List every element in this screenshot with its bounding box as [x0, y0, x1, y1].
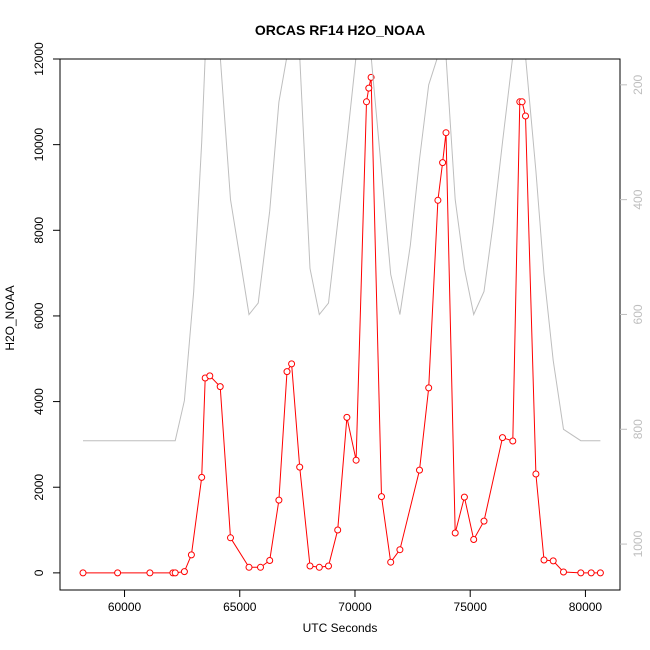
plot-area [79, 59, 604, 577]
data-point [522, 112, 529, 120]
data-point [257, 563, 264, 571]
data-point [343, 413, 351, 421]
plot-frame [59, 58, 621, 591]
y2-tick-label: 600 [631, 304, 645, 324]
data-point [480, 517, 488, 525]
y-axis-left: 0 2000 4000 6000 8000 10000 12000 [32, 42, 60, 576]
axes-layer: 60000 65000 70000 75000 80000 0 2000 4000 6000 80… [32, 42, 645, 614]
y2-tick-label: 1000 [631, 530, 645, 557]
data-point [434, 196, 442, 204]
data-point [587, 569, 595, 577]
data-point [451, 529, 459, 537]
data-point [180, 568, 188, 576]
x-tick-label: 80000 [569, 600, 603, 614]
y-tick-label: 4000 [32, 388, 46, 415]
x-tick-label: 70000 [338, 600, 372, 614]
x-tick-label: 65000 [223, 600, 257, 614]
data-point [79, 569, 87, 577]
data-point [439, 159, 447, 167]
y-tick-label: 0 [32, 569, 46, 576]
data-point [460, 493, 468, 501]
data-point [387, 558, 395, 566]
data-point [540, 556, 548, 564]
series-layer [79, 59, 604, 577]
data-point [365, 84, 373, 92]
data-point [266, 557, 274, 564]
x-axis: 60000 65000 70000 75000 80000 [108, 590, 603, 614]
y2-tick-label: 800 [631, 419, 645, 439]
y-axis-label: H2O_NOAA [3, 285, 17, 350]
data-point [216, 383, 224, 391]
y-tick-label: 8000 [32, 217, 46, 244]
data-point [283, 368, 291, 376]
y-tick-label: 2000 [32, 474, 46, 501]
data-point [114, 569, 122, 577]
data-point [146, 569, 154, 577]
data-point [325, 562, 332, 570]
data-point [532, 470, 540, 478]
data-point [198, 473, 206, 481]
y2-tick-label: 400 [631, 189, 645, 209]
y-tick-label: 12000 [32, 42, 46, 76]
y2-tick-label: 200 [631, 75, 645, 95]
data-point [509, 437, 517, 445]
data-point [396, 546, 404, 554]
data-point [275, 496, 283, 504]
secondary-series-line [83, 59, 601, 442]
y-axis-right: 200 400 600 800 1000 [620, 75, 645, 557]
x-tick-label: 60000 [108, 600, 142, 614]
data-point [334, 526, 342, 534]
data-point [442, 129, 450, 137]
data-point [470, 536, 478, 543]
data-point [296, 463, 304, 471]
data-point [560, 568, 567, 576]
y-tick-label: 10000 [32, 128, 46, 162]
data-point [187, 551, 195, 559]
y-tick-label: 6000 [32, 302, 46, 329]
data-point [227, 534, 234, 542]
data-point [206, 372, 214, 380]
data-point [499, 434, 506, 442]
data-point [352, 456, 360, 464]
data-point [577, 569, 585, 577]
data-point [171, 569, 179, 577]
data-point [549, 557, 557, 565]
data-point [518, 98, 526, 106]
data-point [363, 98, 370, 106]
data-point [378, 493, 385, 501]
x-axis-label: UTC Seconds [303, 621, 378, 635]
data-point [306, 562, 314, 570]
primary-series-line [83, 77, 601, 574]
data-point [596, 569, 604, 577]
data-point [288, 360, 296, 368]
x-tick-label: 75000 [454, 600, 488, 614]
data-point [425, 384, 433, 392]
data-point [245, 563, 253, 571]
data-point [315, 563, 323, 571]
data-point [416, 466, 423, 474]
chart-title: ORCAS RF14 H2O_NOAA [255, 22, 425, 38]
